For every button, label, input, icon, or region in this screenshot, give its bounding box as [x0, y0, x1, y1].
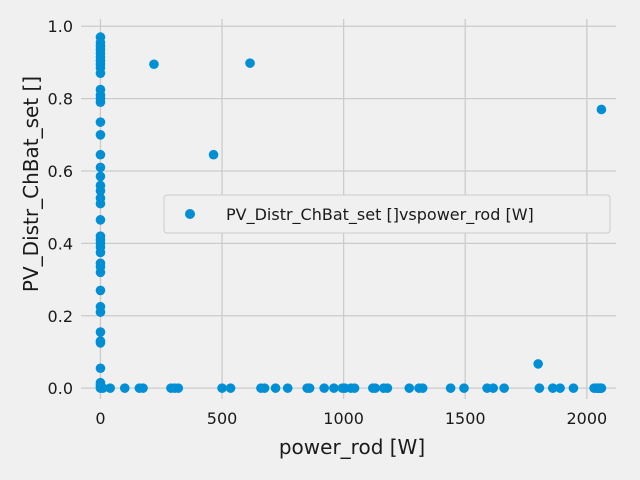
x-tick-label: 500 — [207, 409, 238, 428]
data-point — [270, 383, 281, 393]
legend-label: PV_Distr_ChBat_set []vspower_rod [W] — [226, 205, 534, 225]
data-point — [225, 383, 236, 393]
data-point — [95, 247, 106, 258]
y-tick-label: 0.4 — [48, 234, 73, 253]
data-point — [105, 383, 115, 393]
data-point — [282, 383, 293, 393]
x-tick-label: 1500 — [445, 409, 486, 428]
data-point — [95, 186, 106, 196]
legend-marker — [185, 209, 195, 219]
data-point — [95, 68, 106, 79]
x-tick-label: 1000 — [323, 409, 364, 428]
data-point — [173, 383, 184, 393]
data-point — [149, 59, 159, 70]
data-point — [404, 383, 415, 393]
data-point — [95, 267, 106, 278]
data-point — [95, 363, 106, 374]
data-point — [259, 383, 270, 393]
data-point — [319, 383, 329, 393]
y-tick-label: 1.0 — [48, 17, 73, 36]
legend: PV_Distr_ChBat_set []vspower_rod [W] — [163, 194, 611, 234]
data-point — [417, 383, 428, 393]
data-point — [245, 58, 255, 68]
data-point — [95, 285, 106, 296]
data-point — [95, 215, 106, 225]
data-point — [95, 198, 106, 209]
data-point — [217, 383, 227, 393]
x-tick-label: 0 — [95, 409, 105, 428]
data-point — [547, 383, 558, 393]
data-point — [95, 338, 106, 348]
data-point — [95, 327, 106, 337]
data-point — [329, 383, 339, 393]
tick-labels: 0 500 1000 1500 2000 0.0 0.2 0.4 0.6 0.8 1.0 — [48, 17, 608, 428]
data-point — [555, 383, 565, 393]
x-tick-label: 2000 — [566, 409, 607, 428]
data-point — [596, 383, 607, 393]
data-point — [499, 383, 509, 393]
y-axis-label: PV_Distr_ChBat_set [] — [19, 76, 43, 292]
data-point — [370, 383, 381, 393]
data-point — [445, 383, 456, 393]
legend-box — [163, 194, 611, 234]
data-point — [349, 383, 360, 393]
data-point — [95, 97, 106, 108]
data-point — [534, 383, 545, 393]
data-point — [304, 383, 315, 393]
data-point — [138, 383, 148, 393]
data-point — [95, 130, 106, 140]
data-point — [95, 162, 106, 173]
data-point — [568, 383, 579, 393]
data-point — [98, 383, 108, 393]
data-point — [596, 104, 607, 115]
data-point — [119, 383, 130, 393]
data-point — [459, 383, 469, 393]
data-point — [95, 149, 106, 160]
data-point — [382, 383, 393, 393]
data-point — [533, 359, 543, 369]
y-tick-label: 0.0 — [48, 379, 73, 398]
data-point — [95, 307, 106, 317]
y-tick-label: 0.8 — [48, 90, 73, 109]
data-point — [488, 383, 498, 393]
data-point — [95, 117, 106, 127]
y-tick-label: 0.6 — [48, 162, 73, 181]
data-points — [95, 32, 607, 393]
data-point — [208, 149, 219, 160]
y-tick-label: 0.2 — [48, 307, 73, 326]
x-axis-label: power_rod [W] — [279, 435, 425, 459]
data-point — [95, 171, 106, 182]
